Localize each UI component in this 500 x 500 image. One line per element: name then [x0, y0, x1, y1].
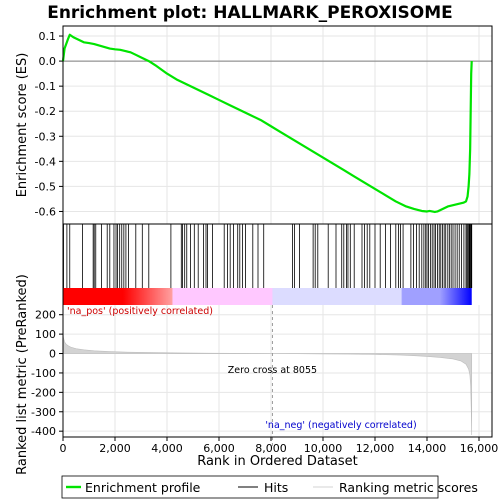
legend: Enrichment profile Hits Ranking metric sco… [61, 475, 478, 499]
legend-label: Enrichment profile [85, 480, 201, 495]
legend-label: Ranking metric scores [339, 480, 478, 495]
x-tick-label: 0 [60, 442, 67, 455]
es-panel-frame [62, 25, 493, 225]
rank-color-bar [63, 288, 472, 305]
metric-tick-label: -400 [31, 425, 56, 438]
es-tick-label: -0.6 [35, 205, 56, 218]
es-tick-label: 0.0 [39, 55, 57, 68]
metric-tick-label: -300 [31, 406, 56, 419]
metric-tick-label: -200 [31, 386, 56, 399]
es-tick-label: -0.5 [35, 180, 56, 193]
x-tick-label: 2,000 [99, 442, 131, 455]
legend-label: Hits [264, 480, 288, 495]
x-tick-label: 16,000 [460, 442, 499, 455]
ranking-metric-area [62, 332, 473, 436]
es-tick-label: 0.1 [39, 30, 57, 43]
metric-tick-label: 0 [49, 348, 56, 361]
rank-gradient-bar [63, 288, 472, 305]
enrichment-profile-line [61, 33, 473, 214]
zero-cross-label: Zero cross at 8055 [228, 365, 317, 376]
es-tick-label: -0.3 [35, 130, 56, 143]
x-axis-label: Rank in Ordered Dataset [197, 454, 358, 469]
lower-panel-frame [62, 223, 493, 438]
x-tick-label: 12,000 [356, 442, 395, 455]
hits-panel [63, 224, 473, 288]
x-tick-label: 4,000 [151, 442, 183, 455]
metric-panel: 200 100 0 -100 -200 -300 -400 'na_pos' (positiv… [31, 223, 499, 455]
x-tick-label: 8,000 [255, 442, 287, 455]
na-pos-label: 'na_pos' (positively correlated) [67, 306, 213, 317]
x-tick-label: 10,000 [304, 442, 343, 455]
x-tick-label: 6,000 [203, 442, 235, 455]
es-y-axis-label: Enrichment score (ES) [15, 53, 30, 198]
es-tick-label: -0.2 [35, 105, 56, 118]
es-panel: 0.1 0.0 -0.1 -0.2 -0.3 -0.4 -0.5 -0.6 [35, 25, 493, 225]
es-tick-label: -0.1 [35, 80, 56, 93]
metric-tick-label: 100 [35, 328, 56, 341]
es-tick-label: -0.4 [35, 155, 56, 168]
metric-tick-label: 200 [35, 309, 56, 322]
chart-title: Enrichment plot: HALLMARK_PEROXISOME [47, 3, 453, 23]
na-neg-label: 'na_neg' (negatively correlated) [265, 420, 416, 431]
metric-y-axis-label: Ranked list metric (PreRanked) [15, 274, 30, 475]
metric-tick-label: -100 [31, 367, 56, 380]
x-tick-label: 14,000 [408, 442, 447, 455]
